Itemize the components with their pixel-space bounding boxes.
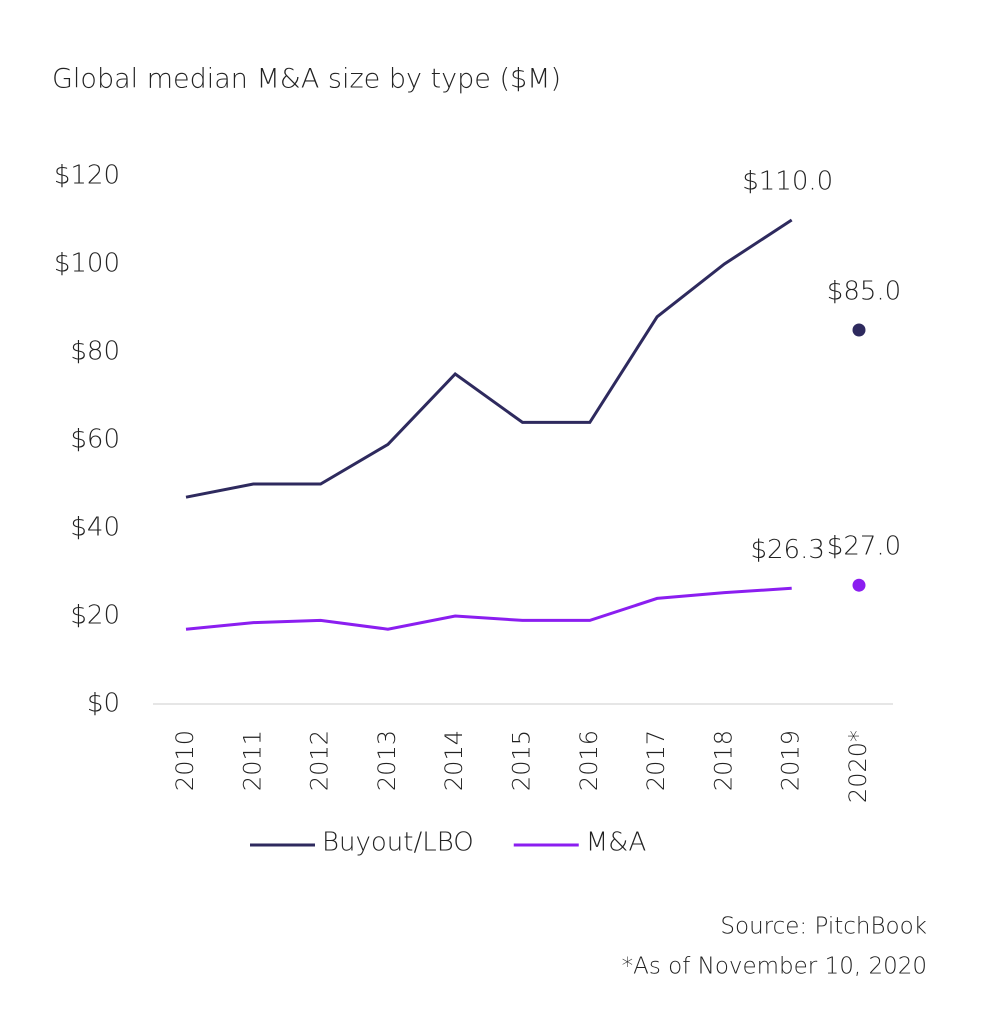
- y-tick-label: $40: [70, 513, 120, 543]
- x-tick-label: 2017: [642, 730, 670, 791]
- x-tick-label: 2010: [171, 730, 199, 791]
- x-tick-label: 2018: [709, 730, 737, 791]
- data-label: $85.0: [827, 277, 901, 307]
- y-tick-label: $100: [54, 249, 120, 279]
- x-tick-label: 2020*: [844, 730, 872, 803]
- series-line: [185, 218, 793, 499]
- data-label: $26.3: [750, 535, 824, 565]
- y-tick-label: $80: [70, 337, 120, 367]
- legend-label: M&A: [586, 828, 647, 858]
- x-tick-label: 2014: [440, 730, 468, 791]
- y-tick-label: $20: [70, 601, 120, 631]
- x-tick-label: 2012: [306, 730, 334, 791]
- x-tick-label: 2019: [777, 730, 805, 791]
- y-tick-label: $60: [70, 425, 120, 455]
- series-line: [185, 586, 792, 631]
- series-point: [852, 323, 866, 337]
- chart-title: Global median M&A size by type ($M): [52, 64, 561, 95]
- data-label: $27.0: [827, 532, 901, 562]
- source: Source: PitchBook: [720, 914, 927, 940]
- note: *As of November 10, 2020: [622, 954, 927, 980]
- series-point: [852, 578, 866, 592]
- x-tick-label: 2016: [575, 730, 603, 791]
- x-tick-label: 2015: [508, 730, 536, 791]
- y-tick-label: $120: [54, 161, 120, 191]
- x-tick-label: 2011: [238, 730, 266, 791]
- x-tick-label: 2013: [373, 730, 401, 791]
- y-tick-label: $0: [87, 689, 120, 719]
- data-label: $110.0: [742, 167, 833, 197]
- legend-label: Buyout/LBO: [322, 828, 474, 858]
